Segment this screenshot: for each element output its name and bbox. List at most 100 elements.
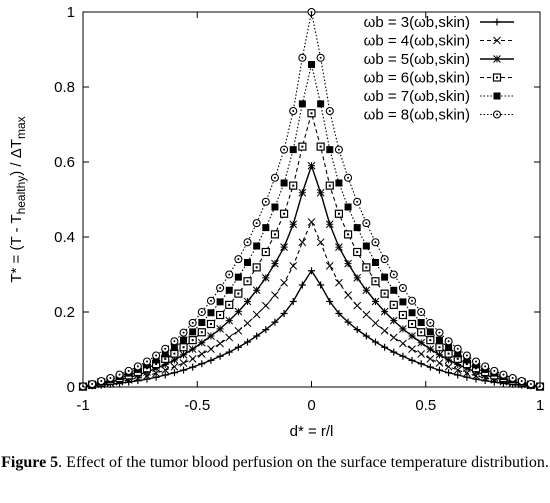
series-3-point (307, 161, 316, 170)
series-5-point (399, 298, 407, 306)
legend-marker-4 (492, 73, 502, 82)
series-1-point (298, 281, 306, 289)
series-2-point (444, 362, 453, 371)
series-4-point (307, 109, 316, 118)
series-2-point (216, 339, 224, 348)
series-5-point (326, 146, 334, 154)
series-4-point (353, 247, 362, 257)
legend-label-3: ωb = 5(ωb,skin) (364, 51, 470, 68)
series-4-point (380, 289, 389, 298)
series-1-point (308, 267, 315, 275)
legend-item-4: ωb = 6(ωb,skin) (364, 70, 514, 87)
series-6-point (270, 173, 279, 182)
series-5-point (371, 259, 379, 266)
series-3-point (261, 274, 270, 282)
y-tick-label: 0 (67, 379, 75, 396)
series-2-point (252, 310, 261, 319)
series-6-point (161, 344, 170, 353)
series-1-point (454, 371, 462, 379)
series-5-point (435, 336, 443, 344)
series-5-point (445, 344, 453, 352)
series-4-point (343, 230, 353, 239)
figure-caption-text: . Effect of the tumor blood perfusion on… (58, 454, 549, 471)
series-3-point (271, 259, 279, 268)
series-4-point (270, 230, 280, 239)
chart: -1 -0.5 0 0.5 1 0 0.2 0.4 0.6 0.8 1 d* = r/l T* = (T… (8, 4, 544, 440)
series-2-point (371, 319, 380, 328)
series-5-point (161, 350, 169, 358)
series-1-point (426, 363, 434, 371)
series-4-point (298, 142, 307, 151)
series-2-point (280, 278, 288, 287)
series-2-point (353, 301, 362, 310)
axes-layer: -1 -0.5 0 0.5 1 0 0.2 0.4 0.6 0.8 1 d* = r/l T* = (T… (8, 4, 544, 440)
y-tick-label: 0.8 (54, 79, 75, 96)
x-tick-label: -1 (76, 397, 89, 414)
series-2-point (243, 319, 252, 328)
series-2-line (82, 220, 541, 388)
series-6-point (334, 145, 343, 154)
series-4-point (252, 263, 261, 272)
series-2-point (325, 262, 334, 270)
series-2-point (207, 345, 215, 353)
series-5-point (463, 356, 471, 364)
series-3-point (408, 332, 416, 340)
series-5-point (362, 242, 370, 250)
series-6-point (124, 366, 133, 375)
series-2-point (335, 278, 343, 287)
series-5-point (225, 286, 233, 294)
series-4-point (316, 142, 325, 151)
series-5-point (381, 273, 389, 281)
series-3-point (426, 345, 435, 353)
series-3-point (399, 325, 407, 333)
legend-label-6: ωb = 8(ωb,skin) (364, 107, 470, 124)
series-4-point (389, 300, 398, 309)
series-5-point (189, 328, 197, 336)
series-3-point (444, 356, 453, 364)
legend-item-1: ωb = 3(ωb,skin) (364, 14, 514, 31)
series-3-point (316, 188, 325, 197)
y-tick-label: 0.6 (54, 154, 75, 171)
legend-item-2: ωb = 4(ωb,skin) (364, 33, 514, 50)
y-tick-label: 1 (67, 4, 75, 21)
series-1-point (262, 326, 270, 334)
series-2-point (261, 301, 270, 310)
series-5-point (426, 328, 434, 336)
series-6-point (471, 357, 481, 366)
series-1-point (381, 343, 389, 351)
series-2-point (161, 366, 170, 374)
series-3-point (216, 325, 224, 333)
series-5-point (170, 344, 178, 352)
series-1-point (198, 360, 206, 368)
x-tick-label: 1 (536, 397, 544, 414)
legend-marker-3 (493, 55, 501, 63)
series-6-point (216, 283, 225, 293)
series-4-point (170, 349, 179, 358)
series-2-point (389, 333, 398, 342)
series-6-point (188, 318, 197, 327)
series-1-point (244, 338, 252, 346)
series-3-point (243, 297, 252, 306)
series-5-point (198, 319, 206, 326)
series-6-point (106, 373, 115, 383)
series-1-point (216, 352, 224, 360)
series-4-point (417, 328, 426, 337)
x-tick-label: 0 (307, 397, 315, 414)
series-5-point (454, 350, 462, 358)
legend: ωb = 3(ωb,skin) ωb = 4(ωb,skin)ωb = 5(ωb,… (364, 14, 514, 124)
series-5-point (280, 179, 288, 187)
series-4-point (371, 277, 380, 286)
series-1-point (234, 343, 242, 351)
series-4-point (398, 310, 407, 320)
x-tick-label: 0.5 (415, 397, 436, 414)
y-tick-label: 0.4 (54, 229, 75, 246)
series-6-point (225, 270, 234, 279)
series-2-point (408, 345, 416, 353)
series-1-point (207, 356, 215, 364)
series-2-point (426, 355, 435, 363)
series-6-point (380, 255, 389, 264)
series-3-point (179, 350, 188, 359)
series-1-point (189, 363, 197, 371)
series-6-point (280, 145, 289, 154)
series-6-point (179, 328, 188, 337)
